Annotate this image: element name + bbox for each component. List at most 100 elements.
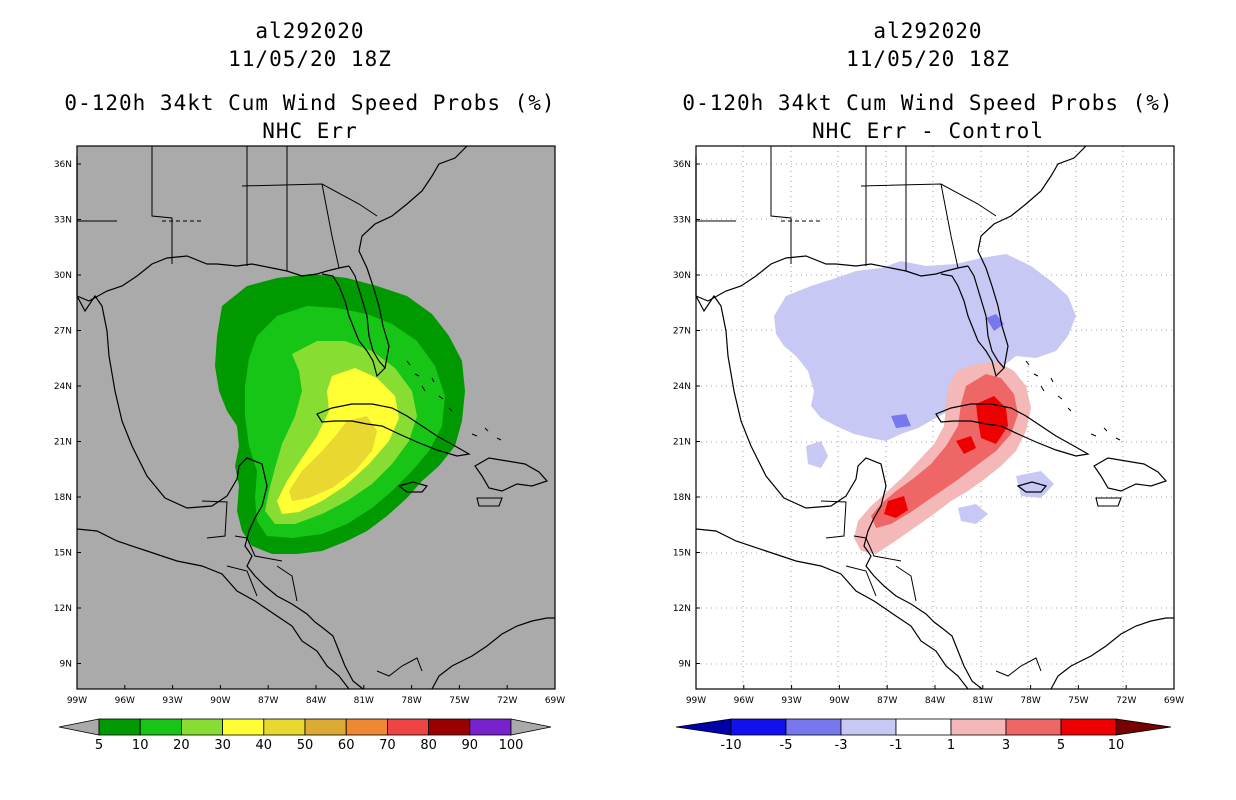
colorbar-swatch bbox=[345, 718, 388, 736]
colorbar-label: 80 bbox=[420, 738, 437, 753]
lon-tick-label: 75W bbox=[1068, 696, 1088, 706]
diff-neg1-b bbox=[806, 441, 828, 468]
colorbar-swatch bbox=[1005, 718, 1062, 736]
lat-tick-label: 30N bbox=[54, 271, 72, 281]
colorbar-swatch bbox=[304, 718, 347, 736]
diff-neg3 bbox=[986, 314, 1004, 331]
colorbar-label: 5 bbox=[1057, 738, 1065, 753]
colorbar-swatch bbox=[263, 718, 306, 736]
colorbar-swatch bbox=[428, 718, 471, 736]
colorbar-swatch bbox=[386, 718, 429, 736]
lon-tick-label: 96W bbox=[115, 696, 135, 706]
lat-tick-label: 9N bbox=[679, 660, 691, 670]
lon-tick-label: 96W bbox=[734, 696, 754, 706]
colorbar-swatch bbox=[469, 718, 512, 736]
diff-pos5-c bbox=[956, 436, 976, 454]
lon-tick-label: 84W bbox=[925, 696, 945, 706]
right-colorbar: -10 -5 -3 -1 1 3 5 10 bbox=[675, 718, 1172, 753]
colorbar-label: 40 bbox=[256, 738, 273, 753]
colorbar-swatch bbox=[1060, 718, 1117, 736]
left-prob-contours bbox=[215, 274, 465, 554]
colorbar-label: 100 bbox=[499, 738, 524, 753]
lat-tick-label: 27N bbox=[673, 327, 691, 337]
lat-tick-label: 33N bbox=[673, 216, 691, 226]
diff-pos5-b bbox=[884, 496, 908, 518]
lat-tick-label: 15N bbox=[54, 549, 72, 559]
left-datetime: 11/05/20 18Z bbox=[228, 47, 392, 71]
diff-neg3-b bbox=[891, 414, 911, 428]
lon-tick-label: 99W bbox=[67, 696, 87, 706]
colorbar-label: 1 bbox=[947, 738, 955, 753]
lat-tick-label: 9N bbox=[60, 660, 72, 670]
colorbar-label: -1 bbox=[890, 738, 903, 753]
lat-tick-label: 12N bbox=[673, 604, 691, 614]
colorbar-label: -10 bbox=[720, 738, 741, 753]
left-map bbox=[76, 145, 556, 690]
lon-tick-label: 90W bbox=[829, 696, 849, 706]
colorbar-low-arrow bbox=[58, 718, 100, 736]
right-title: 0-120h 34kt Cum Wind Speed Probs (%) bbox=[682, 91, 1174, 115]
lon-tick-label: 84W bbox=[306, 696, 326, 706]
lat-tick-label: 15N bbox=[673, 549, 691, 559]
lon-tick-label: 93W bbox=[162, 696, 182, 706]
lat-tick-label: 36N bbox=[54, 160, 72, 170]
diff-neg1-d bbox=[958, 504, 988, 524]
left-colorbar: 5 10 20 30 40 50 60 70 80 90 100 bbox=[58, 718, 552, 753]
colorbar-swatch bbox=[222, 718, 265, 736]
left-storm-id: al292020 bbox=[255, 19, 365, 43]
lon-tick-label: 69W bbox=[545, 696, 565, 706]
contour-40 bbox=[289, 416, 377, 501]
lat-tick-label: 24N bbox=[54, 382, 72, 392]
lon-tick-label: 72W bbox=[1116, 696, 1136, 706]
right-storm-id: al292020 bbox=[873, 19, 983, 43]
colorbar-high-arrow bbox=[1115, 718, 1172, 736]
colorbar-swatch bbox=[785, 718, 842, 736]
lon-tick-label: 78W bbox=[1020, 696, 1040, 706]
lat-tick-label: 36N bbox=[673, 160, 691, 170]
colorbar-swatch bbox=[180, 718, 223, 736]
colorbar-label: 90 bbox=[462, 738, 479, 753]
colorbar-label: 10 bbox=[1108, 738, 1125, 753]
lat-tick-label: 33N bbox=[54, 216, 72, 226]
colorbar-swatch bbox=[98, 718, 141, 736]
colorbar-label: 70 bbox=[379, 738, 396, 753]
colorbar-swatch bbox=[840, 718, 897, 736]
lat-tick-label: 21N bbox=[673, 438, 691, 448]
colorbar-label: -5 bbox=[780, 738, 793, 753]
left-subtitle: NHC Err bbox=[262, 119, 358, 143]
lon-tick-label: 99W bbox=[686, 696, 706, 706]
right-subtitle: NHC Err - Control bbox=[812, 119, 1044, 143]
lon-tick-label: 69W bbox=[1164, 696, 1184, 706]
diff-pos5 bbox=[976, 396, 1008, 444]
lon-tick-label: 75W bbox=[449, 696, 469, 706]
colorbar-swatch bbox=[730, 718, 787, 736]
colorbar-label: 5 bbox=[95, 738, 103, 753]
colorbar-label: 60 bbox=[338, 738, 355, 753]
colorbar-low-arrow bbox=[675, 718, 732, 736]
lon-tick-label: 90W bbox=[210, 696, 230, 706]
right-diff-contours bbox=[774, 254, 1076, 554]
diff-neg1 bbox=[774, 254, 1076, 441]
lat-tick-label: 27N bbox=[54, 327, 72, 337]
lat-tick-label: 12N bbox=[54, 604, 72, 614]
lat-tick-label: 30N bbox=[673, 271, 691, 281]
right-map bbox=[695, 145, 1175, 690]
left-axis-labels: 36N 33N 30N 27N 24N 21N 18N 15N 12N 9N 99W 96W 93W 90… bbox=[54, 160, 565, 706]
lon-tick-label: 87W bbox=[877, 696, 897, 706]
lat-tick-label: 21N bbox=[54, 438, 72, 448]
right-axis-labels: 36N 33N 30N 27N 24N 21N 18N 15N 12N 9N 99W 96W 93W 90… bbox=[673, 160, 1184, 706]
lon-tick-label: 81W bbox=[973, 696, 993, 706]
colorbar-label: 10 bbox=[132, 738, 149, 753]
right-datetime: 11/05/20 18Z bbox=[846, 47, 1010, 71]
left-title: 0-120h 34kt Cum Wind Speed Probs (%) bbox=[64, 91, 556, 115]
lon-tick-label: 72W bbox=[497, 696, 517, 706]
colorbar-label: -3 bbox=[835, 738, 848, 753]
lat-tick-label: 18N bbox=[54, 493, 72, 503]
colorbar-label: 20 bbox=[173, 738, 190, 753]
colorbar-high-arrow bbox=[510, 718, 552, 736]
colorbar-swatch bbox=[895, 718, 952, 736]
colorbar-label: 50 bbox=[297, 738, 314, 753]
lon-tick-label: 93W bbox=[781, 696, 801, 706]
lon-tick-label: 87W bbox=[258, 696, 278, 706]
lat-tick-label: 24N bbox=[673, 382, 691, 392]
